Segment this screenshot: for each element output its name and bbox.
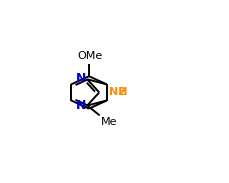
Text: 2: 2 (118, 87, 125, 97)
Text: N: N (75, 72, 86, 85)
Text: OMe: OMe (77, 51, 103, 61)
Text: NH: NH (109, 87, 128, 97)
Text: N: N (75, 99, 86, 112)
Text: Me: Me (101, 117, 117, 127)
